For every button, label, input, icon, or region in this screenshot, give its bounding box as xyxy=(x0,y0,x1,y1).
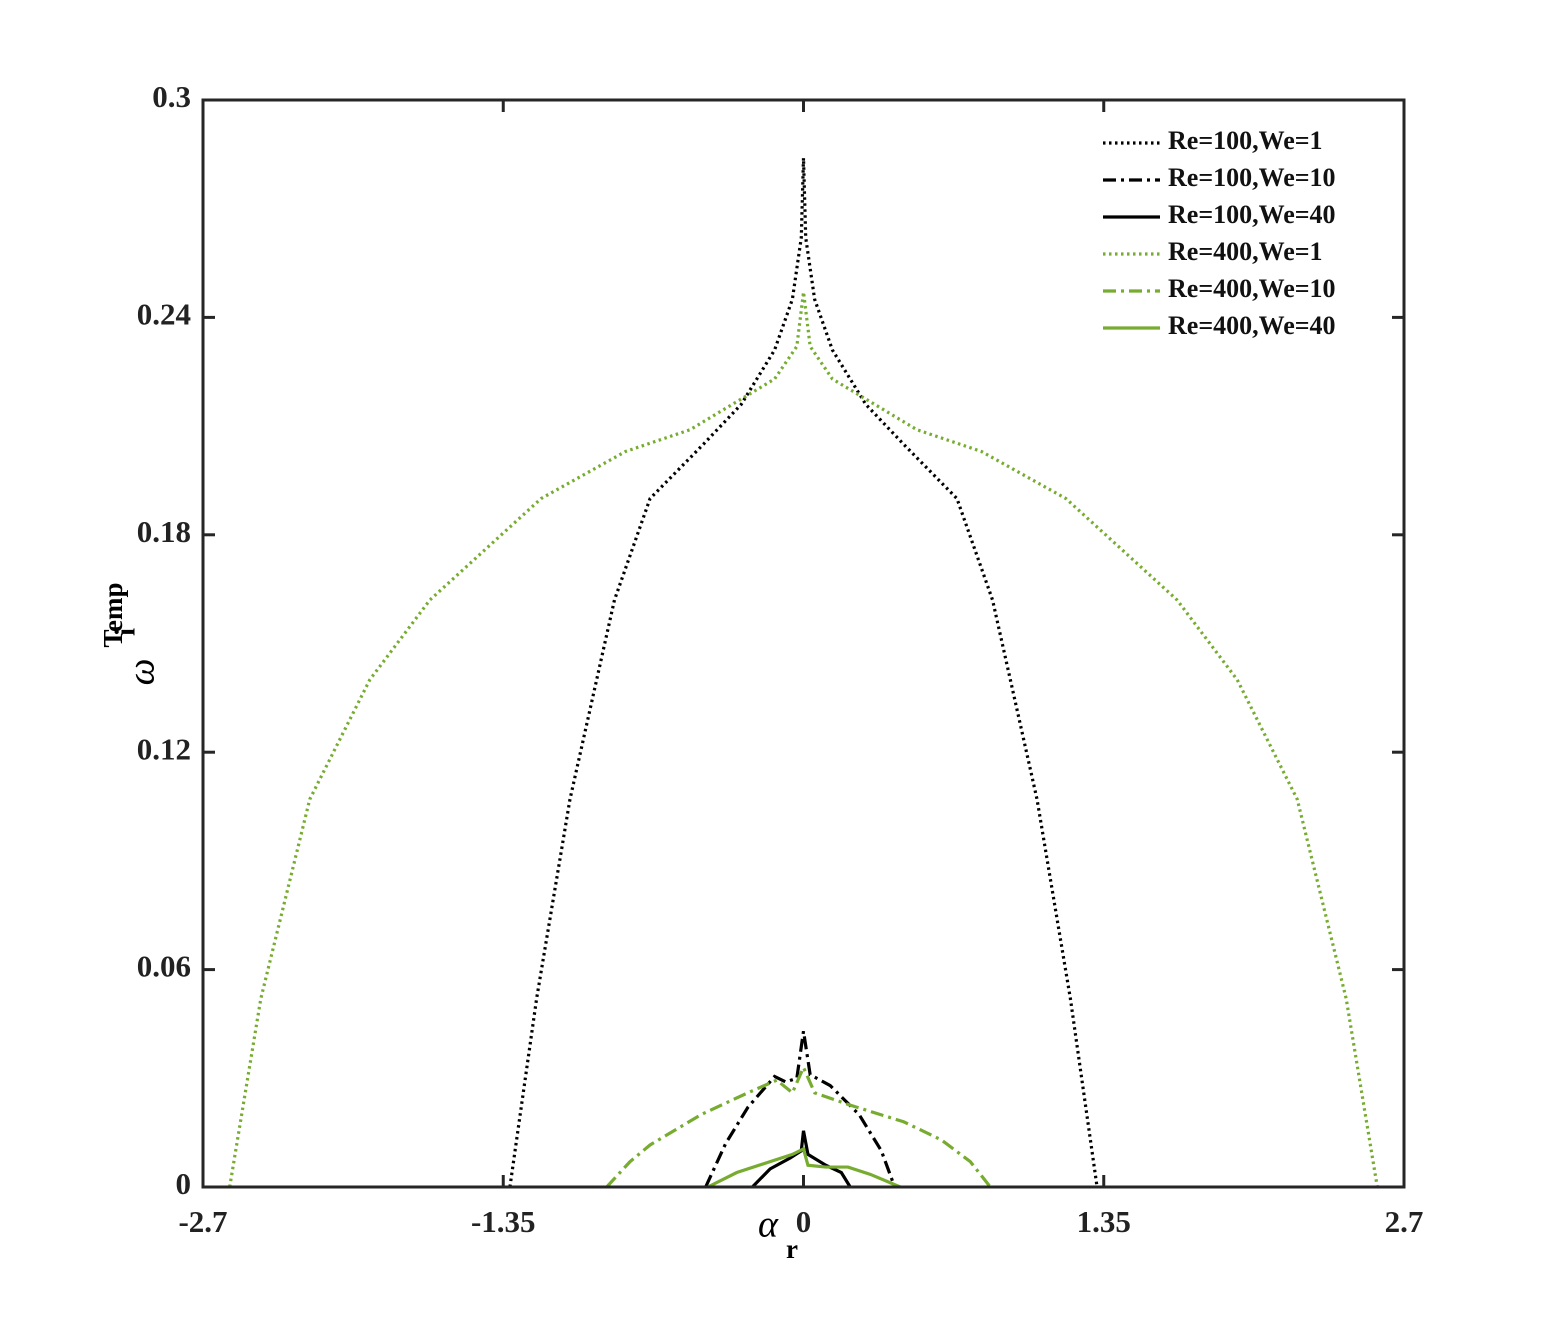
y-axis-label-superscript: Temp xyxy=(98,582,128,647)
y-tick-label: 0.3 xyxy=(152,79,191,114)
x-tick-label: -1.35 xyxy=(471,1204,536,1239)
x-axis-label-subscript: r xyxy=(786,1234,798,1264)
legend-label: Re=100,We=1 xyxy=(1168,126,1323,155)
x-tick-label: 2.7 xyxy=(1385,1204,1424,1239)
data-line xyxy=(605,1063,992,1189)
data-line xyxy=(508,157,1099,1188)
y-tick-label: 0.18 xyxy=(137,514,191,549)
data-line xyxy=(707,1146,901,1189)
legend-label: Re=100,We=10 xyxy=(1168,163,1336,192)
y-tick-label: 0.24 xyxy=(137,297,191,332)
x-axis-label: α xyxy=(758,1204,779,1246)
x-tick-label: 1.35 xyxy=(1077,1204,1131,1239)
x-tick-label: 0 xyxy=(796,1204,812,1239)
data-line xyxy=(751,1130,852,1189)
y-tick-label: 0.12 xyxy=(137,731,191,766)
legend-label: Re=400,We=1 xyxy=(1168,237,1323,266)
x-tick-label: -2.7 xyxy=(178,1204,227,1239)
legend-label: Re=400,We=10 xyxy=(1168,274,1336,303)
data-line xyxy=(704,1030,897,1188)
legend-label: Re=100,We=40 xyxy=(1168,200,1336,229)
y-axis-label-subscript: i xyxy=(110,628,142,636)
y-axis-label: ω xyxy=(121,659,163,686)
y-tick-label: 0.06 xyxy=(137,949,191,984)
legend-label: Re=400,We=40 xyxy=(1168,311,1336,340)
y-tick-label: 0 xyxy=(176,1166,192,1201)
